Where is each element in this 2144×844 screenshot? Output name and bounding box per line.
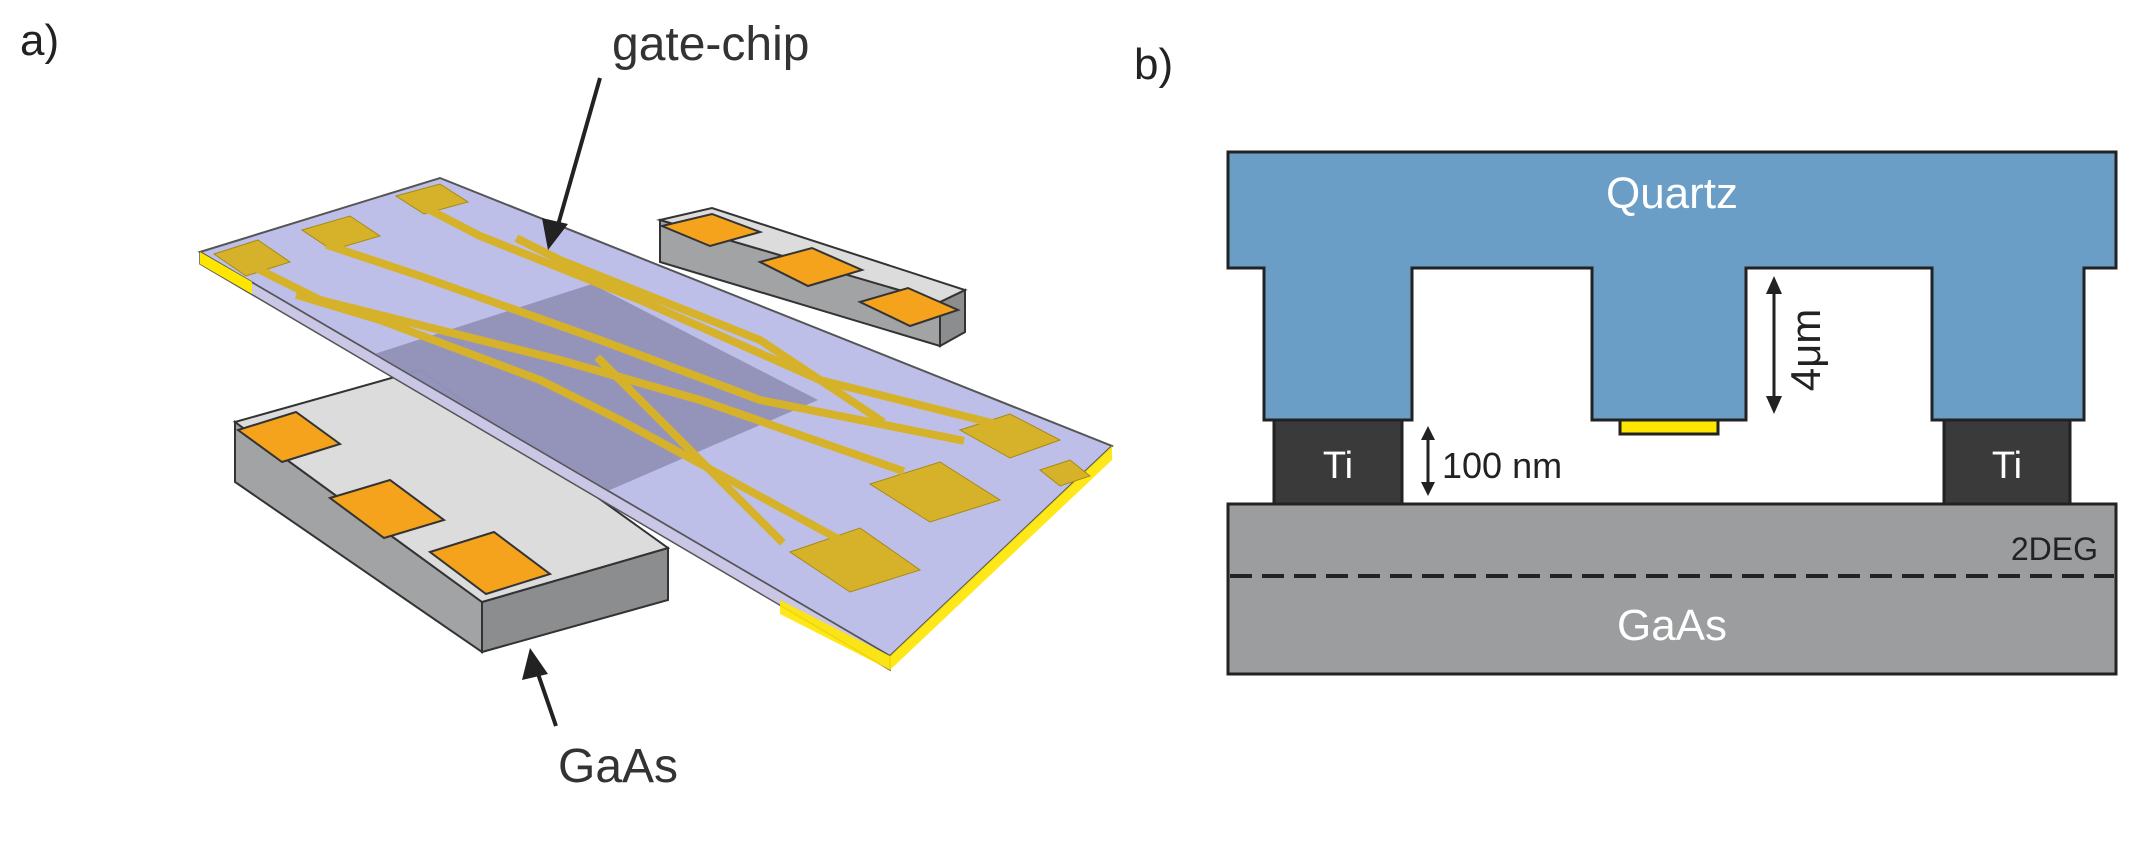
- gaas-pad-3: [427, 530, 553, 596]
- ti-left-label: Ti: [1323, 445, 1353, 487]
- ti-spacer-left: [1272, 418, 1404, 506]
- gaas-pad-2: [327, 478, 447, 540]
- gap-arrow-head-top: [1421, 426, 1435, 440]
- panel-b-label: b): [1134, 40, 1174, 89]
- depth-arrow-head-bottom: [1766, 396, 1782, 414]
- gaas-pad-1: [235, 410, 343, 464]
- back-pad-1: [658, 212, 764, 248]
- ti-right-label: Ti: [1992, 445, 2022, 487]
- panel-a-illustration: gate-chip GaAs: [197, 18, 1114, 793]
- panel-a-label: a): [20, 16, 60, 65]
- ti-spacer-right: [1942, 418, 2072, 506]
- gate-chip-arrow: [554, 77, 602, 233]
- gaas-arrow: [534, 667, 558, 727]
- gate-leads: [254, 204, 1025, 546]
- gaas-block-top-face: [232, 368, 671, 604]
- gaas-substrate-label: GaAs: [558, 740, 678, 793]
- gaas-substrate: [1226, 502, 2118, 676]
- depth-arrow-head-top: [1766, 276, 1782, 294]
- back-pad-3: [857, 286, 961, 328]
- depth-label: 4μm: [1782, 309, 1829, 392]
- gap-label: 100 nm: [1442, 445, 1562, 486]
- back-pad-2: [757, 246, 865, 288]
- gaas-arrowhead: [522, 648, 548, 680]
- gate-chip-left-edge-gold: [200, 252, 252, 294]
- gaas-label: GaAs: [1617, 601, 1727, 650]
- quartz-body: [1226, 150, 2118, 422]
- quartz-label: Quartz: [1606, 169, 1738, 218]
- gap-arrow-head-bottom: [1421, 482, 1435, 496]
- gate-chip-arrowhead: [542, 218, 568, 250]
- panel-b-cross-section: Quartz Ti Ti 100 nm 4μm 2DEG GaAs: [1226, 150, 2118, 676]
- gate-chip-label: gate-chip: [612, 18, 809, 71]
- twodeg-label: 2DEG: [2011, 531, 2098, 567]
- gate-electrode: [1618, 418, 1720, 436]
